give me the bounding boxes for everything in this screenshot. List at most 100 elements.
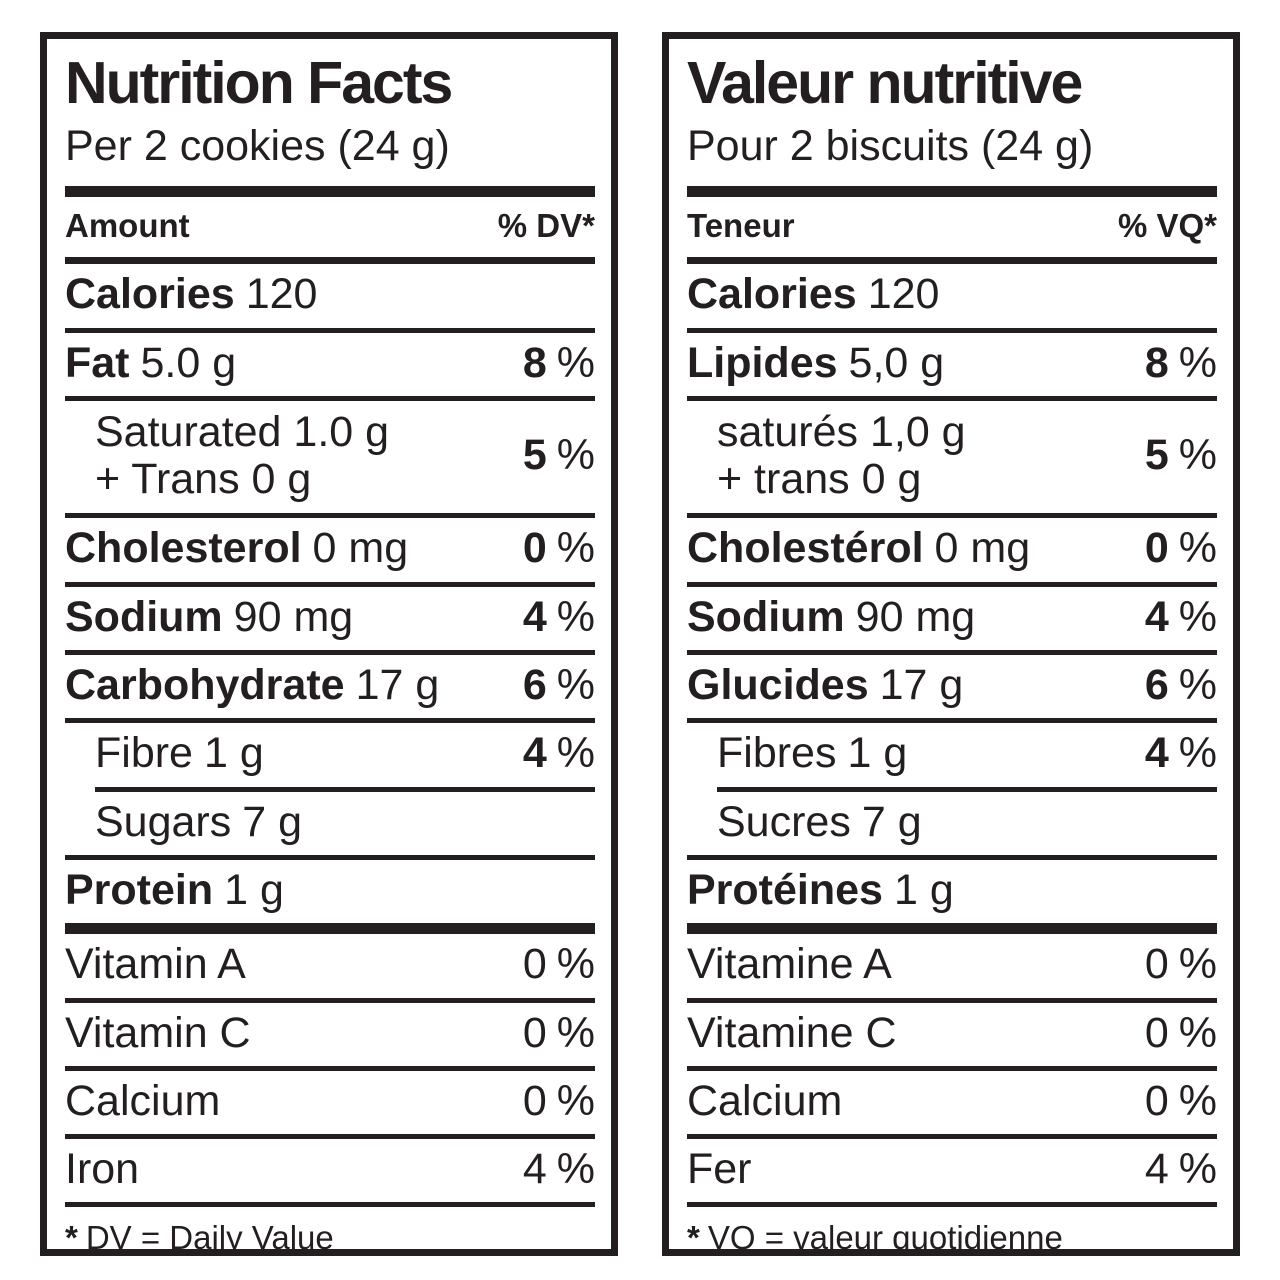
- divider: [687, 1134, 1217, 1140]
- percent-sign: %: [556, 431, 595, 480]
- percent-sign: %: [1178, 338, 1217, 387]
- percent-sign: %: [1178, 940, 1217, 989]
- divider: [687, 395, 1217, 401]
- protein-amount: 1 g: [893, 865, 954, 914]
- row-fat: Lipides 5,0 g 8%: [687, 333, 1217, 396]
- fat-amount: 5.0 g: [140, 338, 237, 387]
- thick-divider: [687, 186, 1217, 198]
- divider: [65, 395, 595, 401]
- sugars-label: Sucres: [717, 797, 851, 846]
- divider: [65, 1202, 595, 1208]
- calories-value: 120: [867, 270, 940, 319]
- thick-divider: [65, 923, 595, 935]
- fat-amount: 5,0 g: [848, 338, 945, 387]
- fat-percent: 8%: [1144, 338, 1217, 387]
- trans-fat-line: + Trans 0 g: [95, 455, 312, 504]
- divider: [65, 650, 595, 656]
- row-calcium: Calcium 0%: [65, 1071, 595, 1134]
- vitamin-a-percent: 0%: [1144, 940, 1217, 989]
- amount-column-header: Teneur: [687, 207, 795, 245]
- row-protein: Protein 1 g: [65, 860, 595, 923]
- divider: [687, 327, 1217, 333]
- saturated-trans-percent: 5%: [1144, 431, 1217, 480]
- divider: [65, 581, 595, 587]
- percent-sign: %: [556, 524, 595, 573]
- row-vitamin-c: Vitamine C 0%: [687, 1003, 1217, 1066]
- divider: [65, 997, 595, 1003]
- nutrition-facts-panel-english: Nutrition Facts Per 2 cookies (24 g) Amo…: [40, 32, 618, 1256]
- divider: [687, 997, 1217, 1003]
- saturated-fat-line: Saturated 1.0 g: [95, 407, 390, 456]
- fat-label: Fat: [65, 338, 130, 387]
- iron-percent: 4%: [522, 1145, 595, 1194]
- footnote-asterisk: *: [65, 1219, 78, 1256]
- divider-indented: [717, 786, 1217, 792]
- cholesterol-percent: 0%: [1144, 524, 1217, 573]
- percent-sign: %: [556, 592, 595, 641]
- sodium-amount: 90 mg: [855, 592, 976, 641]
- thick-divider: [687, 923, 1217, 935]
- vitamin-a-label: Vitamin A: [65, 940, 246, 989]
- divider: [65, 854, 595, 860]
- calories-label: Calories: [65, 270, 235, 319]
- percent-sign: %: [1178, 431, 1217, 480]
- protein-label: Protein: [65, 865, 214, 914]
- row-cholesterol: Cholesterol 0 mg 0%: [65, 518, 595, 581]
- percent-sign: %: [1178, 592, 1217, 641]
- calcium-percent: 0%: [522, 1076, 595, 1125]
- divider: [65, 718, 595, 724]
- sugars-amount: 7 g: [861, 797, 922, 846]
- row-carbohydrate: Carbohydrate 17 g 6%: [65, 655, 595, 718]
- nutrition-facts-panel-french: Valeur nutritive Pour 2 biscuits (24 g) …: [662, 32, 1240, 1256]
- row-saturated-trans: Saturated 1.0 g + Trans 0 g 5%: [65, 401, 595, 514]
- panel-title: Valeur nutritive: [687, 50, 1083, 116]
- calcium-percent: 0%: [1144, 1076, 1217, 1125]
- divider: [65, 1134, 595, 1140]
- row-fibre: Fibre 1 g 4%: [65, 723, 595, 786]
- row-cholesterol: Cholestérol 0 mg 0%: [687, 518, 1217, 581]
- calories-label: Calories: [687, 270, 857, 319]
- row-vitamin-c: Vitamin C 0%: [65, 1003, 595, 1066]
- fat-label: Lipides: [687, 338, 838, 387]
- percent-sign: %: [1178, 661, 1217, 710]
- column-header-row: Amount % DV*: [65, 197, 595, 257]
- percent-sign: %: [556, 1008, 595, 1057]
- row-calcium: Calcium 0%: [687, 1071, 1217, 1134]
- row-sugars: Sucres 7 g: [687, 792, 1217, 855]
- serving-size: Pour 2 biscuits (24 g): [687, 121, 1094, 170]
- vitamin-c-label: Vitamine C: [687, 1008, 897, 1057]
- divider: [687, 718, 1217, 724]
- cholesterol-amount: 0 mg: [312, 524, 409, 573]
- sodium-label: Sodium: [687, 592, 845, 641]
- divider: [687, 513, 1217, 519]
- amount-column-header: Amount: [65, 207, 190, 245]
- percent-sign: %: [556, 1145, 595, 1194]
- carbohydrate-label: Glucides: [687, 661, 869, 710]
- carbohydrate-percent: 6%: [1144, 661, 1217, 710]
- percent-sign: %: [1178, 729, 1217, 778]
- percent-sign: %: [1178, 1145, 1217, 1194]
- fibre-percent: 4%: [1144, 729, 1217, 778]
- sodium-percent: 4%: [522, 592, 595, 641]
- row-fibre: Fibres 1 g 4%: [687, 723, 1217, 786]
- cholesterol-label: Cholestérol: [687, 524, 924, 573]
- row-sugars: Sugars 7 g: [65, 792, 595, 855]
- saturated-fat-line: saturés 1,0 g: [717, 407, 966, 456]
- protein-amount: 1 g: [224, 865, 284, 914]
- footnote-asterisk: *: [687, 1219, 700, 1256]
- sodium-label: Sodium: [65, 592, 223, 641]
- row-iron: Iron 4%: [65, 1139, 595, 1202]
- row-vitamin-a: Vitamine A 0%: [687, 934, 1217, 997]
- vitamin-a-percent: 0%: [522, 940, 595, 989]
- iron-label: Fer: [687, 1145, 752, 1194]
- percent-sign: %: [1178, 524, 1217, 573]
- sodium-amount: 90 mg: [233, 592, 354, 641]
- row-sodium: Sodium 90 mg 4%: [687, 587, 1217, 650]
- vitamin-a-label: Vitamine A: [687, 940, 892, 989]
- saturated-trans-percent: 5%: [522, 431, 595, 480]
- panel-title: Nutrition Facts: [65, 50, 453, 116]
- divider: [687, 650, 1217, 656]
- sugars-amount: 7 g: [242, 797, 303, 846]
- row-carbohydrate: Glucides 17 g 6%: [687, 655, 1217, 718]
- thick-divider: [65, 186, 595, 198]
